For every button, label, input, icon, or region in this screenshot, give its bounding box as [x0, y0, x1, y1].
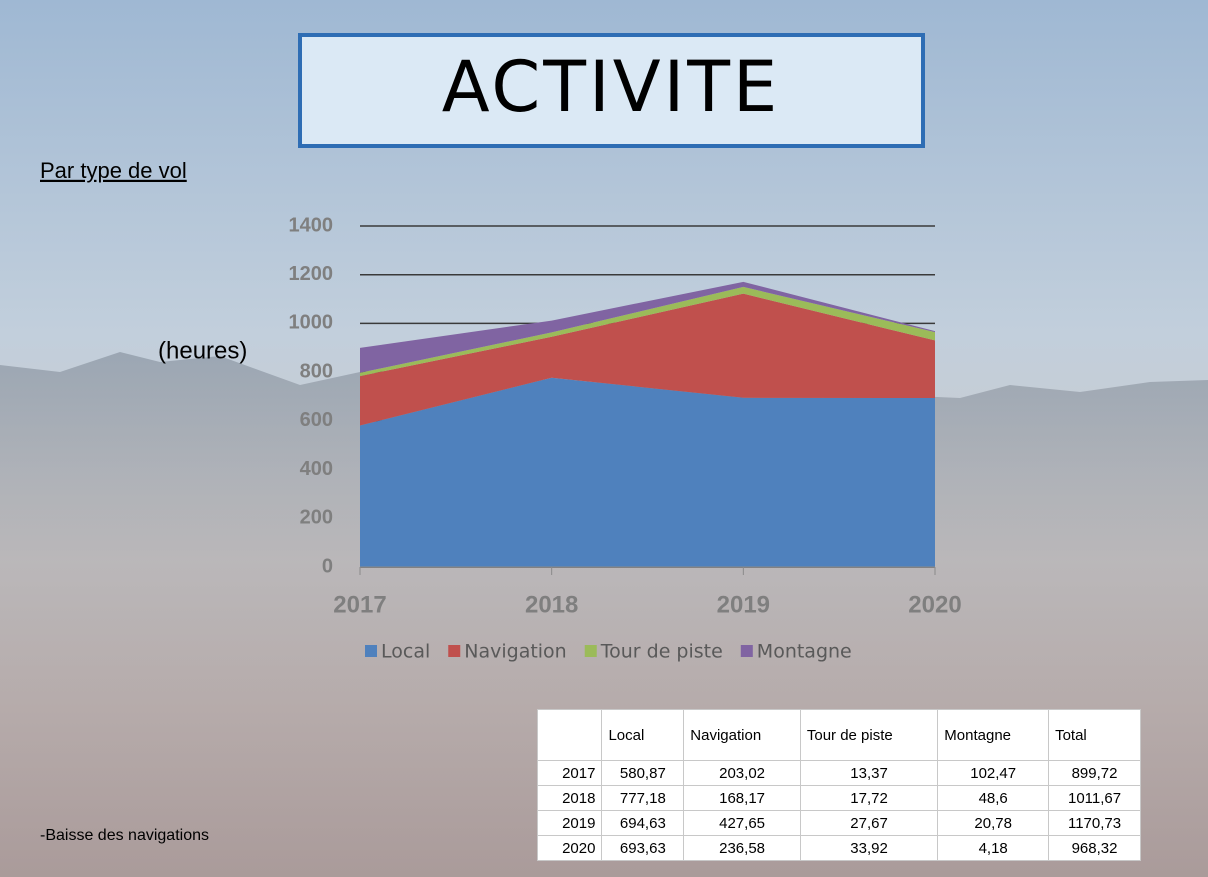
cell: 27,67	[800, 811, 937, 836]
legend-label: Navigation	[464, 641, 566, 663]
y-tick-label: 1200	[289, 263, 334, 285]
row-label: 2019	[538, 811, 602, 836]
x-tick-label: 2017	[333, 591, 386, 618]
legend-label: Montagne	[757, 641, 852, 663]
cell: 236,58	[684, 836, 801, 861]
header-cell: Total	[1049, 710, 1141, 761]
cell: 1011,67	[1049, 786, 1141, 811]
y-axis-label: (heures)	[158, 337, 247, 364]
note: -Baisse des navigations	[40, 827, 209, 844]
corner-cell	[538, 710, 602, 761]
y-tick-label: 1000	[289, 312, 334, 334]
cell: 694,63	[602, 811, 684, 836]
legend-label: Local	[381, 641, 430, 663]
y-tick-label: 0	[322, 555, 333, 577]
x-tick-label: 2020	[908, 591, 961, 618]
legend-swatch	[448, 645, 460, 657]
x-tick-label: 2019	[717, 591, 770, 618]
y-tick-label: 200	[300, 507, 333, 529]
area	[360, 378, 935, 567]
y-tick-label: 400	[300, 458, 333, 480]
cell: 203,02	[684, 761, 801, 786]
cell: 968,32	[1049, 836, 1141, 861]
row-label: 2017	[538, 761, 602, 786]
y-tick-label: 800	[300, 360, 333, 382]
legend-swatch	[365, 645, 377, 657]
cell: 48,6	[938, 786, 1049, 811]
header-cell: Montagne	[938, 710, 1049, 761]
header-cell: Local	[602, 710, 684, 761]
cell: 899,72	[1049, 761, 1141, 786]
cell: 777,18	[602, 786, 684, 811]
slide: ACTIVITE Par type de vol (heures) -Baiss…	[0, 0, 1208, 877]
legend-swatch	[585, 645, 597, 657]
y-tick-label: 600	[300, 409, 333, 431]
x-tick-label: 2018	[525, 591, 578, 618]
cell: 17,72	[800, 786, 937, 811]
cell: 1170,73	[1049, 811, 1141, 836]
cell: 33,92	[800, 836, 937, 861]
header-cell: Tour de piste	[800, 710, 937, 761]
cell: 102,47	[938, 761, 1049, 786]
slide-title: ACTIVITE	[442, 46, 780, 128]
cell: 20,78	[938, 811, 1049, 836]
cell: 580,87	[602, 761, 684, 786]
y-tick-label: 1400	[289, 214, 334, 236]
cell: 4,18	[938, 836, 1049, 861]
row-label: 2018	[538, 786, 602, 811]
legend-swatch	[741, 645, 753, 657]
cell: 13,37	[800, 761, 937, 786]
cell: 168,17	[684, 786, 801, 811]
header-cell: Navigation	[684, 710, 801, 761]
subtitle: Par type de vol	[40, 158, 187, 183]
cell: 427,65	[684, 811, 801, 836]
row-label: 2020	[538, 836, 602, 861]
legend-label: Tour de piste	[600, 641, 723, 663]
cell: 693,63	[602, 836, 684, 861]
